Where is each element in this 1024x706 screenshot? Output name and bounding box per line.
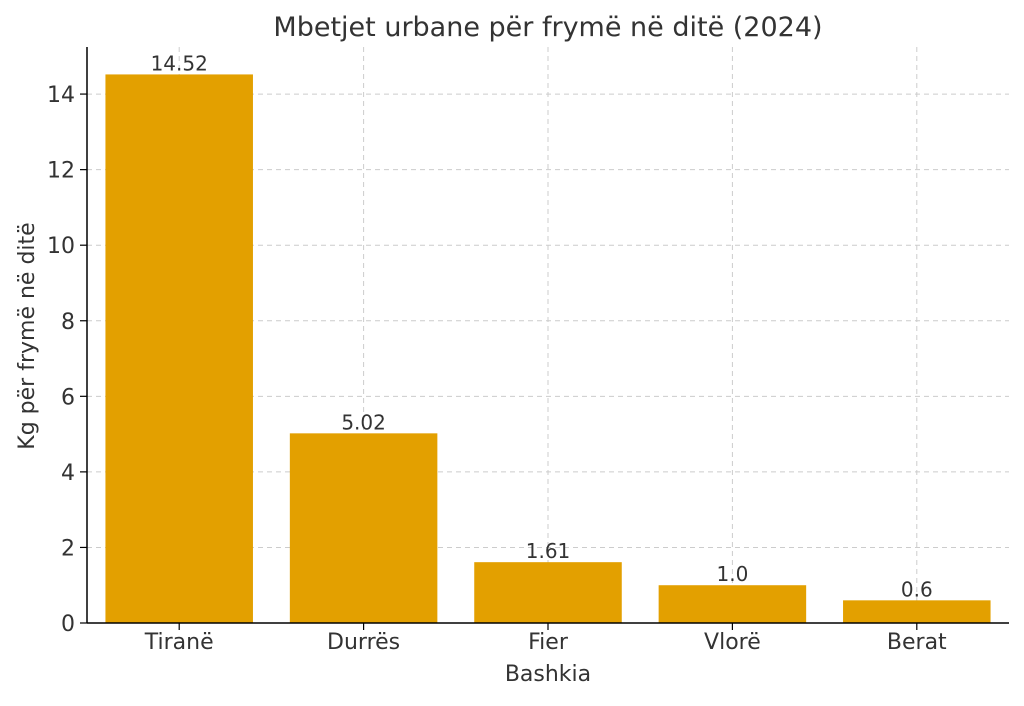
x-tick-label: Berat [887, 630, 947, 655]
x-tick-label: Durrës [327, 630, 400, 655]
y-tick-label: 14 [47, 83, 75, 108]
bar-tiranë [105, 74, 253, 623]
y-tick-label: 4 [61, 461, 75, 486]
data-labels: 14.52 5.02 1.61 1.0 0.6 [151, 51, 933, 601]
data-label: 1.61 [526, 539, 571, 563]
chart-title: Mbetjet urbane për frymë në ditë (2024) [273, 12, 822, 43]
x-tick-label: Tiranë [144, 630, 214, 655]
y-tick-label: 8 [61, 310, 75, 335]
bar-fier [474, 562, 622, 623]
y-axis-label: Kg për frymë në ditë [15, 222, 40, 449]
data-label: 5.02 [341, 410, 386, 434]
x-tick-label: Vlorë [704, 630, 761, 655]
x-axis-ticks: Tiranë Durrës Fier Vlorë Berat [144, 623, 947, 655]
bar-berat [843, 600, 991, 623]
bars [105, 74, 991, 623]
y-tick-label: 10 [47, 234, 75, 259]
y-tick-label: 12 [47, 159, 75, 184]
bar-vlorë [658, 585, 807, 623]
data-label: 1.0 [716, 562, 748, 586]
x-axis-label: Bashkia [505, 662, 591, 687]
data-label: 14.52 [151, 51, 208, 75]
y-tick-label: 6 [61, 385, 75, 410]
y-tick-label: 0 [61, 612, 75, 637]
y-tick-label: 2 [61, 536, 75, 561]
bar-durrës [289, 433, 438, 623]
y-axis-ticks: 0 2 4 6 8 10 12 14 [47, 83, 87, 637]
data-label: 0.6 [901, 577, 933, 601]
x-tick-label: Fier [528, 630, 569, 655]
